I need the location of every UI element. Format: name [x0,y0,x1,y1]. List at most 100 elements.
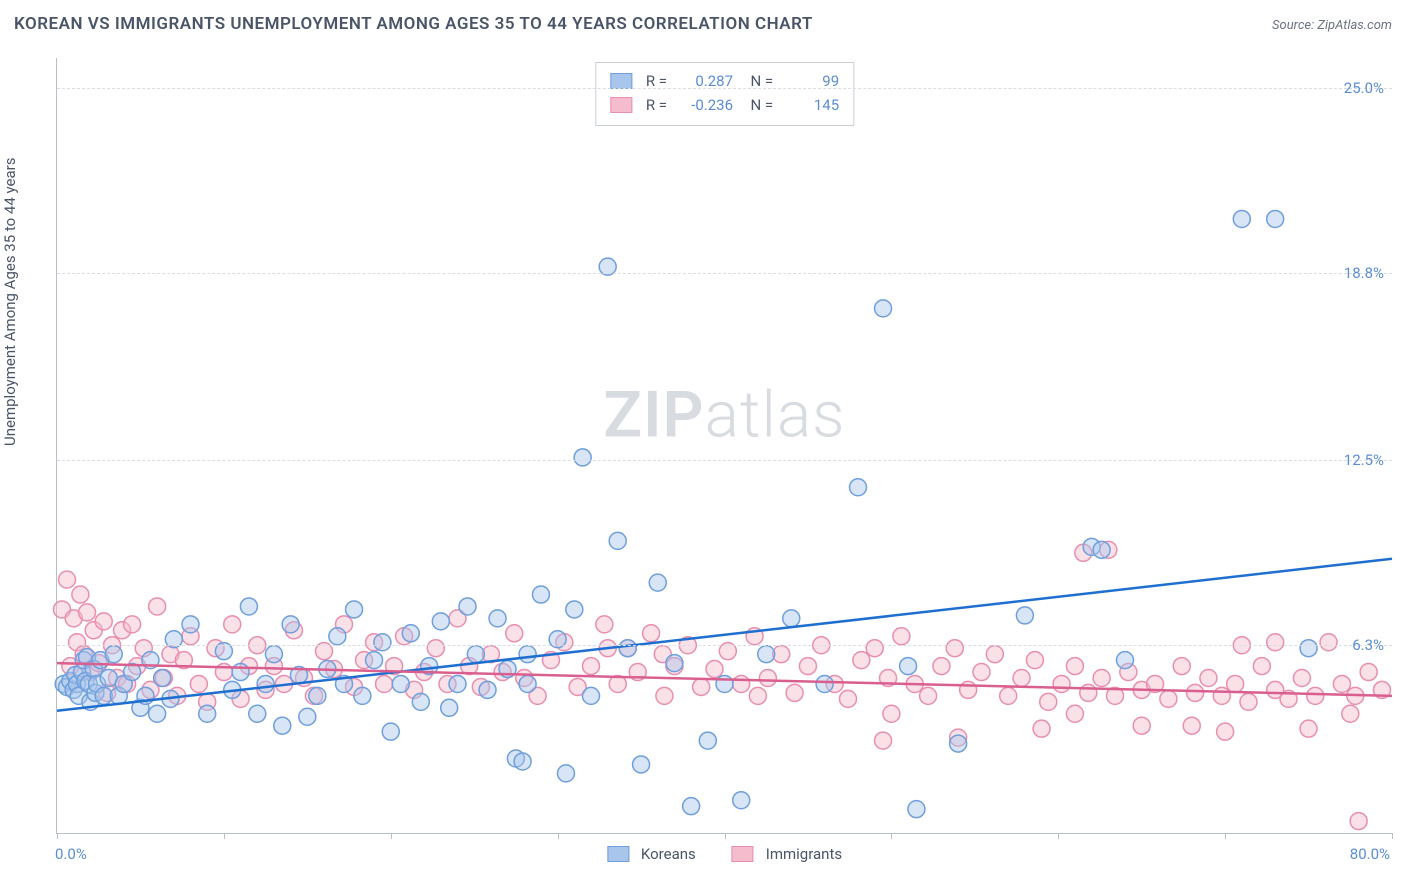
data-point [783,610,800,627]
stat-r-value: -0.236 [677,93,733,117]
stat-n-label: N = [743,93,773,117]
bottom-legend-item: Koreans [607,845,696,863]
data-point [853,652,870,669]
gridline [57,645,1392,646]
data-point [1300,720,1317,737]
data-point [1080,684,1097,701]
data-point [986,646,1003,663]
data-point [72,586,89,603]
data-point [257,675,274,692]
legend-label: Immigrants [766,845,842,863]
data-point [557,765,574,782]
data-point [1093,670,1110,687]
x-tick [1058,833,1059,839]
data-point [1187,684,1204,701]
data-point [1360,664,1377,681]
data-point [274,717,291,734]
data-point [1342,705,1359,722]
data-point [1016,607,1033,624]
stats-legend: R = 0.287 N = 99R = -0.236 N = 145 [595,62,854,126]
gridline [57,460,1392,461]
data-point [839,690,856,707]
data-point [59,571,76,588]
legend-label: Koreans [641,845,696,863]
x-tick [558,833,559,839]
data-point [224,616,241,633]
data-point [946,640,963,657]
y-axis-label: Unemployment Among Ages 35 to 44 years [1,158,19,446]
data-point [1293,670,1310,687]
data-point [299,708,316,725]
legend-swatch [732,846,754,862]
data-point [309,687,326,704]
data-point [643,625,660,642]
data-point [1217,723,1234,740]
data-point [893,628,910,645]
data-point [666,655,683,672]
scatter-plot-svg [57,58,1392,833]
legend-swatch [607,846,629,862]
data-point [432,613,449,630]
data-point [329,628,346,645]
data-point [1213,687,1230,704]
data-point [249,705,266,722]
data-point [240,598,257,615]
x-min-label: 0.0% [55,845,87,863]
bottom-legend: Koreans Immigrants [607,845,842,863]
data-point [190,675,207,692]
data-point [583,687,600,704]
data-point [1026,652,1043,669]
data-point [232,664,249,681]
chart-title: KOREAN VS IMMIGRANTS UNEMPLOYMENT AMONG … [14,14,813,34]
data-point [154,670,171,687]
data-point [716,675,733,692]
data-point [733,675,750,692]
data-point [1173,658,1190,675]
data-point [1333,675,1350,692]
data-point [392,675,409,692]
x-tick [1392,833,1393,839]
data-point [1267,634,1284,651]
data-point [427,640,444,657]
stat-n-value: 99 [783,69,839,93]
data-point [479,681,496,698]
data-point [1033,720,1050,737]
data-point [786,684,803,701]
data-point [1053,675,1070,692]
data-point [149,705,166,722]
x-tick [891,833,892,839]
y-tick-label: 25.0% [1344,79,1384,97]
data-point [354,687,371,704]
data-point [574,449,591,466]
data-point [95,613,112,630]
data-point [1183,717,1200,734]
x-tick [391,833,392,839]
data-point [866,640,883,657]
data-point [1133,717,1150,734]
data-point [1093,541,1110,558]
stat-r-label: R = [646,93,667,117]
stat-r-label: R = [646,69,667,93]
data-point [950,735,967,752]
x-tick [1225,833,1226,839]
stats-legend-row: R = 0.287 N = 99 [610,69,839,93]
data-point [633,756,650,773]
data-point [920,687,937,704]
data-point [1233,210,1250,227]
x-tick [57,833,58,839]
data-point [1240,693,1257,710]
data-point [749,687,766,704]
data-point [124,616,141,633]
data-point [1040,693,1057,710]
data-point [374,634,391,651]
data-point [1066,658,1083,675]
data-point [514,753,531,770]
gridline [57,273,1392,274]
plot-area: ZIPatlas R = 0.287 N = 99R = -0.236 N = … [56,58,1392,834]
data-point [609,532,626,549]
y-tick-label: 18.8% [1344,264,1384,282]
data-point [1000,687,1017,704]
data-point [596,616,613,633]
data-point [1227,675,1244,692]
x-tick [224,833,225,839]
